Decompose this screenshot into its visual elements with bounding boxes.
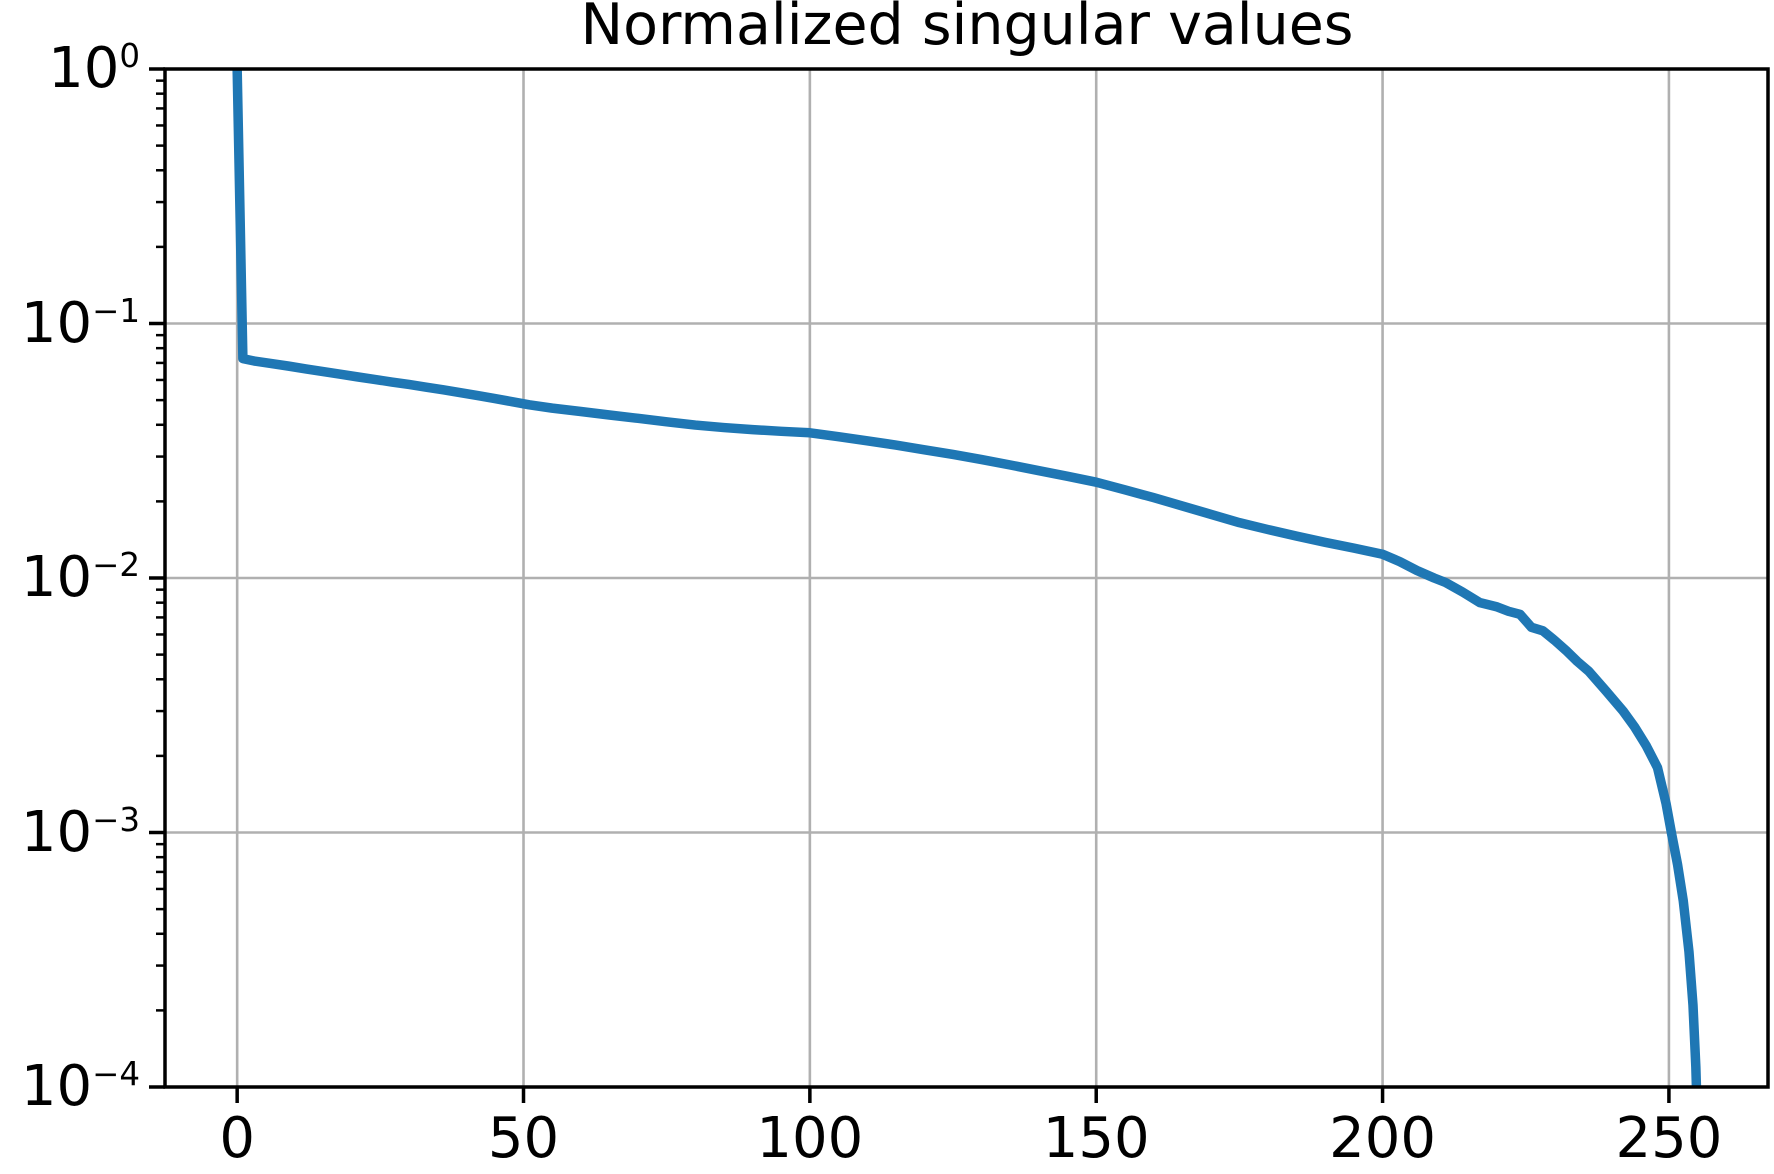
x-tick-label: 250 [1615, 1106, 1723, 1171]
y-tick-label: 100 [48, 36, 140, 101]
x-tick-label: 200 [1329, 1106, 1437, 1171]
x-tick-label: 100 [756, 1106, 864, 1171]
x-tick-label: 50 [487, 1106, 560, 1171]
y-tick-label: 10−4 [20, 1054, 140, 1119]
x-tick-label: 150 [1042, 1106, 1150, 1171]
chart-title: Normalized singular values [580, 0, 1354, 58]
y-tick-label: 10−2 [20, 545, 140, 610]
y-tick-label: 10−1 [20, 290, 140, 356]
x-tick-label: 0 [219, 1106, 255, 1171]
y-tick-label: 10−3 [20, 799, 140, 865]
singular-values-curve [232, 69, 1702, 1087]
